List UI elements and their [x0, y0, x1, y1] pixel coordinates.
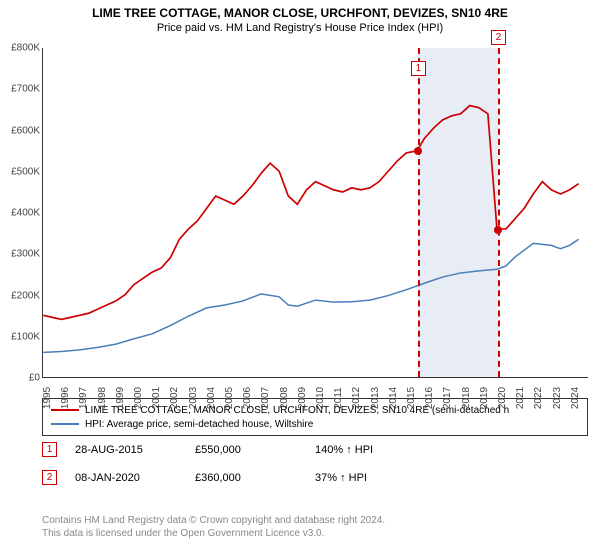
marker-dot [494, 226, 502, 234]
x-axis-label: 2000 [133, 387, 144, 409]
x-axis-label: 1995 [42, 387, 53, 409]
x-axis-label: 2004 [206, 387, 217, 409]
x-axis-label: 2017 [442, 387, 453, 409]
y-axis-label: £300K [11, 249, 40, 260]
transaction-price: £550,000 [195, 444, 315, 456]
transaction-price: £360,000 [195, 472, 315, 484]
y-axis-label: £800K [11, 43, 40, 54]
x-axis-label: 2024 [570, 387, 581, 409]
x-axis-label: 2012 [351, 387, 362, 409]
legend-label: HPI: Average price, semi-detached house,… [85, 419, 313, 430]
x-axis-label: 2003 [188, 387, 199, 409]
x-axis-label: 2006 [242, 387, 253, 409]
marker-dot [414, 147, 422, 155]
transaction-row: 1 28-AUG-2015 £550,000 140% ↑ HPI [42, 442, 373, 457]
x-axis-label: 1997 [78, 387, 89, 409]
x-axis-label: 2021 [515, 387, 526, 409]
chart-plot-area: 12 [42, 48, 588, 378]
transaction-pct: 140% ↑ HPI [315, 444, 373, 456]
chart-subtitle: Price paid vs. HM Land Registry's House … [0, 20, 600, 34]
x-axis-label: 2023 [552, 387, 563, 409]
transaction-row: 2 08-JAN-2020 £360,000 37% ↑ HPI [42, 470, 367, 485]
transaction-date: 28-AUG-2015 [75, 444, 195, 456]
x-axis-label: 2011 [333, 387, 344, 409]
y-axis-label: £0 [29, 373, 40, 384]
x-axis-label: 1996 [60, 387, 71, 409]
footer-line-1: Contains HM Land Registry data © Crown c… [42, 515, 385, 526]
x-axis-label: 2015 [406, 387, 417, 409]
chart-svg [43, 48, 588, 377]
x-axis-label: 1999 [115, 387, 126, 409]
marker-line [498, 48, 500, 377]
x-axis-label: 2014 [388, 387, 399, 409]
y-axis-label: £500K [11, 166, 40, 177]
x-axis-label: 2019 [479, 387, 490, 409]
marker-line [418, 48, 420, 377]
y-axis-label: £600K [11, 125, 40, 136]
transaction-pct: 37% ↑ HPI [315, 472, 367, 484]
x-axis-label: 2008 [279, 387, 290, 409]
x-axis-label: 2005 [224, 387, 235, 409]
transaction-marker-icon: 2 [42, 470, 57, 485]
legend-row: HPI: Average price, semi-detached house,… [51, 417, 579, 431]
x-axis-label: 2013 [370, 387, 381, 409]
y-axis-label: £200K [11, 290, 40, 301]
x-axis-label: 2022 [533, 387, 544, 409]
x-axis-label: 2010 [315, 387, 326, 409]
x-axis-label: 2002 [169, 387, 180, 409]
marker-label: 1 [411, 61, 426, 76]
legend-swatch [51, 409, 79, 411]
x-axis-label: 2009 [297, 387, 308, 409]
x-axis-label: 2020 [497, 387, 508, 409]
y-axis-label: £700K [11, 84, 40, 95]
transaction-date: 08-JAN-2020 [75, 472, 195, 484]
x-axis-label: 2016 [424, 387, 435, 409]
x-axis-label: 2007 [260, 387, 271, 409]
x-axis-label: 1998 [97, 387, 108, 409]
x-axis-label: 2018 [461, 387, 472, 409]
footer-line-2: This data is licensed under the Open Gov… [42, 528, 324, 539]
x-axis-label: 2001 [151, 387, 162, 409]
y-axis-label: £400K [11, 208, 40, 219]
chart-title: LIME TREE COTTAGE, MANOR CLOSE, URCHFONT… [0, 0, 600, 20]
marker-label: 2 [491, 30, 506, 45]
transaction-marker-icon: 1 [42, 442, 57, 457]
legend-swatch [51, 423, 79, 425]
y-axis-label: £100K [11, 331, 40, 342]
